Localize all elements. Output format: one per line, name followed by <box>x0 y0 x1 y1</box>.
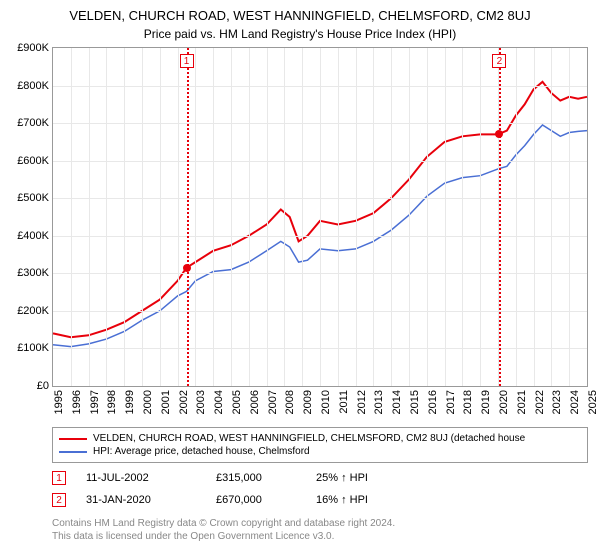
y-axis-label: £900K <box>17 42 49 54</box>
y-axis-label: £200K <box>17 305 49 317</box>
chart-subtitle: Price paid vs. HM Land Registry's House … <box>0 23 600 47</box>
x-axis-label: 2011 <box>338 390 350 414</box>
x-axis-label: 2025 <box>587 390 599 414</box>
gridline-vertical <box>231 48 232 386</box>
gridline-vertical <box>373 48 374 386</box>
x-axis-label: 1997 <box>89 390 101 414</box>
x-axis-label: 2009 <box>302 390 314 414</box>
sale-row-marker: 1 <box>52 471 66 485</box>
y-axis-label: £700K <box>17 117 49 129</box>
gridline-vertical <box>534 48 535 386</box>
x-axis-label: 1995 <box>53 390 65 414</box>
x-axis-label: 2017 <box>445 390 457 414</box>
gridline-vertical <box>195 48 196 386</box>
y-axis-label: £500K <box>17 192 49 204</box>
sale-marker-box: 1 <box>180 54 194 68</box>
chart-plot-area: £0£100K£200K£300K£400K£500K£600K£700K£80… <box>52 47 588 387</box>
gridline-vertical <box>160 48 161 386</box>
gridline-vertical <box>356 48 357 386</box>
y-axis-label: £400K <box>17 230 49 242</box>
gridline-vertical <box>302 48 303 386</box>
x-axis-label: 2020 <box>498 390 510 414</box>
sale-price: £670,000 <box>216 494 296 506</box>
y-axis-label: £300K <box>17 267 49 279</box>
gridline-vertical <box>71 48 72 386</box>
x-axis-label: 2004 <box>213 390 225 414</box>
x-axis-label: 2000 <box>142 390 154 414</box>
x-axis-label: 2024 <box>569 390 581 414</box>
x-axis-label: 2013 <box>373 390 385 414</box>
sale-marker-dot <box>183 264 191 272</box>
x-axis-label: 2010 <box>320 390 332 414</box>
sale-date: 11-JUL-2002 <box>86 472 196 484</box>
sale-row: 2 31-JAN-2020 £670,000 16% ↑ HPI <box>52 493 588 507</box>
gridline-vertical <box>106 48 107 386</box>
x-axis-label: 2007 <box>267 390 279 414</box>
sale-marker-line <box>499 48 501 386</box>
x-axis-label: 2015 <box>409 390 421 414</box>
gridline-vertical <box>551 48 552 386</box>
gridline-vertical <box>480 48 481 386</box>
x-axis-label: 2012 <box>356 390 368 414</box>
legend-swatch-hpi <box>59 451 87 453</box>
gridline-vertical <box>124 48 125 386</box>
gridline-vertical <box>445 48 446 386</box>
gridline-vertical <box>213 48 214 386</box>
y-axis-label: £100K <box>17 342 49 354</box>
x-axis-label: 2021 <box>516 390 528 414</box>
legend-swatch-property <box>59 438 87 440</box>
sale-row-marker: 2 <box>52 493 66 507</box>
chart-title: VELDEN, CHURCH ROAD, WEST HANNINGFIELD, … <box>0 0 600 23</box>
gridline-vertical <box>462 48 463 386</box>
gridline-vertical <box>569 48 570 386</box>
sale-hpi-delta: 25% ↑ HPI <box>316 472 416 484</box>
x-axis-label: 2003 <box>195 390 207 414</box>
sale-price: £315,000 <box>216 472 296 484</box>
sale-marker-box: 2 <box>492 54 506 68</box>
x-axis-label: 2014 <box>391 390 403 414</box>
gridline-vertical <box>178 48 179 386</box>
attribution-line-2: This data is licensed under the Open Gov… <box>52 530 588 543</box>
legend-item-hpi: HPI: Average price, detached house, Chel… <box>59 445 581 458</box>
sale-marker-line <box>187 48 189 386</box>
sale-marker-dot <box>495 130 503 138</box>
gridline-vertical <box>320 48 321 386</box>
legend: VELDEN, CHURCH ROAD, WEST HANNINGFIELD, … <box>52 427 588 463</box>
gridline-vertical <box>284 48 285 386</box>
x-axis-label: 2002 <box>178 390 190 414</box>
x-axis-label: 1996 <box>71 390 83 414</box>
gridline-vertical <box>427 48 428 386</box>
legend-label-hpi: HPI: Average price, detached house, Chel… <box>93 446 310 457</box>
x-axis-label: 2005 <box>231 390 243 414</box>
sale-hpi-delta: 16% ↑ HPI <box>316 494 416 506</box>
legend-label-property: VELDEN, CHURCH ROAD, WEST HANNINGFIELD, … <box>93 433 525 444</box>
x-axis-label: 2022 <box>534 390 546 414</box>
gridline-vertical <box>89 48 90 386</box>
attribution: Contains HM Land Registry data © Crown c… <box>52 517 588 543</box>
x-axis-label: 2016 <box>427 390 439 414</box>
x-axis-label: 2019 <box>480 390 492 414</box>
gridline-vertical <box>338 48 339 386</box>
y-axis-label: £0 <box>37 380 49 392</box>
sale-date: 31-JAN-2020 <box>86 494 196 506</box>
y-axis-label: £800K <box>17 80 49 92</box>
x-axis-label: 2023 <box>551 390 563 414</box>
attribution-line-1: Contains HM Land Registry data © Crown c… <box>52 517 588 530</box>
gridline-vertical <box>249 48 250 386</box>
x-axis-label: 1998 <box>106 390 118 414</box>
gridline-vertical <box>409 48 410 386</box>
gridline-vertical <box>516 48 517 386</box>
sale-row: 1 11-JUL-2002 £315,000 25% ↑ HPI <box>52 471 588 485</box>
legend-item-property: VELDEN, CHURCH ROAD, WEST HANNINGFIELD, … <box>59 432 581 445</box>
x-axis-label: 2001 <box>160 390 172 414</box>
x-axis-label: 2008 <box>284 390 296 414</box>
gridline-vertical <box>391 48 392 386</box>
x-axis-label: 2006 <box>249 390 261 414</box>
y-axis-label: £600K <box>17 155 49 167</box>
gridline-vertical <box>267 48 268 386</box>
x-axis-label: 2018 <box>462 390 474 414</box>
gridline-vertical <box>142 48 143 386</box>
x-axis-label: 1999 <box>124 390 136 414</box>
